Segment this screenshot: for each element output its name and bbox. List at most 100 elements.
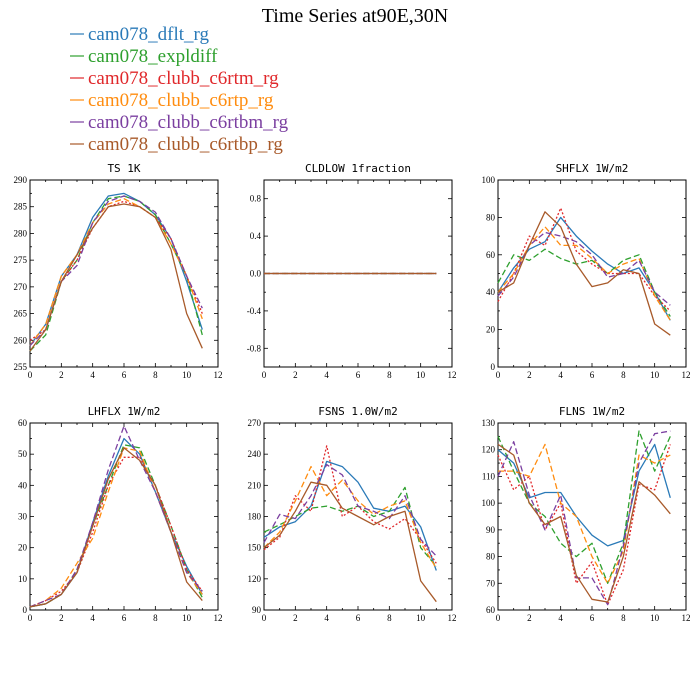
panel-title: FSNS 1.0W/m2 (318, 405, 397, 418)
y-tick-label: -0.8 (247, 343, 262, 353)
series-line (497, 443, 671, 603)
x-tick-label: 0 (262, 613, 267, 623)
plot-frame (497, 422, 687, 611)
x-tick-label: 12 (448, 613, 457, 623)
y-tick-label: 120 (248, 574, 262, 584)
legend-label: cam078_clubb_c6rtp_rg (88, 90, 274, 111)
y-tick-label: 0 (491, 362, 496, 372)
panel: FSNS 1.0W/m2 0 2 4 6 8 10 12 90 120 150 180 210 240 27… (248, 405, 457, 623)
legend-label: cam078_expldiff (88, 46, 218, 67)
panel-title: LHFLX 1W/m2 (88, 405, 161, 418)
y-tick-label: 120 (482, 445, 496, 455)
x-tick-label: 2 (527, 370, 532, 380)
y-tick-label: 100 (482, 175, 496, 185)
x-tick-label: 2 (293, 370, 298, 380)
y-tick-label: 0.4 (250, 231, 262, 241)
panel: FLNS 1W/m2 0 2 4 6 8 10 12 60 70 80 90 100 110 120 130 (482, 405, 691, 623)
y-tick-label: 80 (486, 552, 496, 562)
y-tick-label: 210 (248, 480, 262, 490)
x-tick-label: 8 (153, 370, 158, 380)
plot-frame (497, 179, 687, 368)
y-tick-label: 0.8 (250, 194, 262, 204)
y-tick-label: 0.0 (250, 269, 262, 279)
panel: SHFLX 1W/m2 0 2 4 6 8 10 12 0 20 40 60 80 100 (482, 162, 691, 380)
y-tick-label: 60 (486, 250, 496, 260)
x-tick-label: 8 (387, 370, 392, 380)
x-tick-label: 0 (496, 613, 501, 623)
x-tick-label: 10 (416, 613, 426, 623)
series-line (497, 211, 671, 336)
y-tick-label: 0 (23, 605, 28, 615)
x-tick-label: 8 (153, 613, 158, 623)
x-tick-label: 12 (214, 370, 223, 380)
x-tick-label: 4 (324, 613, 329, 623)
y-tick-label: 10 (18, 574, 28, 584)
y-tick-label: 260 (14, 335, 28, 345)
panel: CLDLOW 1fraction 0 2 4 6 8 10 12 -0.8 -0.4 0.0 0.4 0… (247, 162, 457, 380)
x-tick-label: 12 (214, 613, 223, 623)
panel-title: CLDLOW 1fraction (305, 162, 411, 175)
y-tick-label: 275 (14, 255, 28, 265)
x-tick-label: 8 (621, 613, 626, 623)
panel-title: FLNS 1W/m2 (559, 405, 625, 418)
x-tick-label: 12 (448, 370, 457, 380)
series-line (29, 203, 203, 352)
chart-panels: TS 1K0 2 4 6 8 10 12255260265270275280285290CL… (14, 162, 691, 623)
x-tick-label: 4 (324, 370, 329, 380)
series-line (29, 447, 203, 608)
series-line (263, 465, 437, 569)
figure-title: Time Series at90E,30N (262, 5, 448, 27)
series-line (263, 463, 437, 557)
x-tick-label: 0 (28, 613, 33, 623)
series-line (497, 430, 671, 584)
series-line (29, 444, 203, 608)
series-line (29, 198, 203, 346)
x-tick-label: 10 (650, 370, 660, 380)
series-line (497, 430, 671, 606)
series-line (263, 445, 437, 564)
x-tick-label: 10 (416, 370, 426, 380)
x-tick-label: 10 (650, 613, 660, 623)
x-tick-label: 4 (558, 613, 563, 623)
y-tick-label: 90 (252, 605, 262, 615)
x-tick-label: 8 (387, 613, 392, 623)
x-tick-label: 6 (590, 370, 595, 380)
y-tick-label: 285 (14, 202, 28, 212)
x-tick-label: 4 (558, 370, 563, 380)
x-tick-label: 4 (90, 613, 95, 623)
y-tick-label: 90 (486, 525, 496, 535)
x-tick-label: 6 (122, 370, 127, 380)
plot-frame (29, 422, 219, 611)
y-tick-label: 270 (248, 418, 262, 428)
x-tick-label: 10 (182, 613, 192, 623)
y-tick-label: 50 (18, 449, 28, 459)
y-tick-label: 80 (486, 212, 496, 222)
y-tick-label: 70 (486, 578, 496, 588)
x-tick-label: 2 (293, 613, 298, 623)
series-line (263, 481, 437, 603)
x-tick-label: 0 (28, 370, 33, 380)
y-tick-label: 290 (14, 175, 28, 185)
x-tick-label: 4 (90, 370, 95, 380)
y-tick-label: 255 (14, 362, 28, 372)
y-tick-label: 180 (248, 512, 262, 522)
legend-label: cam078_clubb_c6rtbm_rg (88, 112, 289, 133)
x-tick-label: 6 (356, 613, 361, 623)
legend-label: cam078_clubb_c6rtbp_rg (88, 134, 283, 155)
panel-title: SHFLX 1W/m2 (556, 162, 629, 175)
y-tick-label: 265 (14, 309, 28, 319)
x-tick-label: 12 (682, 613, 691, 623)
panel: LHFLX 1W/m2 0 2 4 6 8 10 12 0 10 20 30 40 50 60 (18, 405, 223, 623)
x-tick-label: 2 (59, 613, 64, 623)
x-tick-label: 12 (682, 370, 691, 380)
series-line (497, 226, 671, 321)
y-tick-label: 60 (18, 418, 28, 428)
x-tick-label: 0 (262, 370, 267, 380)
y-tick-label: 100 (482, 498, 496, 508)
plot-frame (29, 179, 219, 368)
y-tick-label: 280 (14, 228, 28, 238)
series-line (497, 207, 671, 312)
y-tick-label: -0.4 (247, 306, 262, 316)
y-tick-label: 30 (18, 512, 28, 522)
